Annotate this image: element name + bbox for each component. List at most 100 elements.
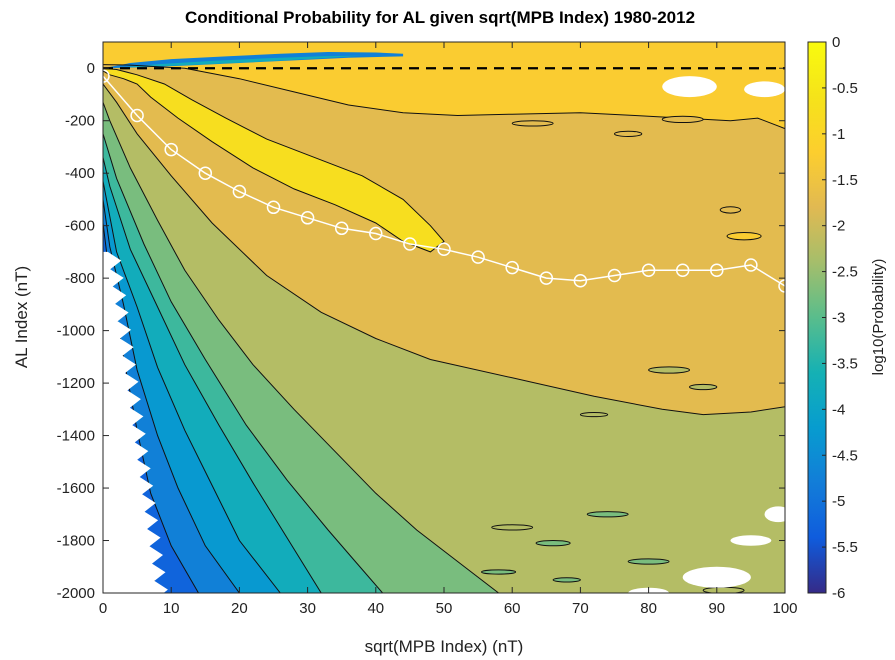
y-tick-label: -2000 — [57, 585, 95, 602]
y-tick-label: -1800 — [57, 533, 95, 550]
x-axis-label: sqrt(MPB Index) (nT) — [365, 637, 524, 656]
median-point — [369, 226, 383, 241]
contour-band — [103, 42, 785, 129]
median-series-layer — [103, 69, 785, 293]
median-point — [505, 260, 519, 275]
y-tick-label: -800 — [65, 270, 95, 287]
contour-band — [103, 68, 444, 252]
x-tick-label: 40 — [367, 600, 384, 617]
median-point — [471, 250, 485, 264]
contour-band — [116, 55, 363, 68]
no-data-gap — [103, 251, 168, 593]
contour-line — [103, 133, 383, 593]
contour-island — [586, 511, 629, 518]
contour-island — [648, 366, 691, 374]
contour-line — [103, 64, 785, 130]
y-tick-label: -1400 — [57, 428, 95, 445]
colorbar-tick-label: -1.5 — [832, 172, 858, 189]
median-line — [103, 75, 785, 287]
contour-island — [627, 558, 670, 565]
colorbar-tick-label: -5 — [832, 493, 845, 510]
contour-line — [103, 67, 445, 253]
y-tick-label: -1200 — [57, 375, 95, 392]
no-data-gap — [682, 566, 751, 588]
contour-island — [661, 115, 704, 124]
contour-island — [726, 231, 762, 241]
contour-island — [719, 206, 742, 214]
contour-line — [103, 157, 322, 593]
median-point — [103, 69, 110, 83]
x-tick-label: 10 — [163, 600, 180, 617]
no-data-gap — [764, 506, 785, 523]
contour-island — [535, 540, 571, 547]
median-point — [607, 268, 622, 283]
contour-island — [689, 383, 718, 391]
median-point — [266, 200, 281, 215]
x-tick-label: 0 — [99, 600, 107, 617]
y-axis: 0 -200 -400 -600 -800 -1000 -1200 -1400 -1600 -18… — [57, 60, 785, 602]
contour-line — [103, 102, 499, 593]
median-point — [744, 258, 758, 272]
median-point — [573, 274, 588, 288]
median-point — [164, 142, 178, 157]
x-tick-label: 70 — [572, 600, 589, 617]
x-tick-label: 90 — [708, 600, 725, 617]
x-tick-label: 50 — [436, 600, 453, 617]
colorbar-tick-label: -0.5 — [832, 80, 858, 97]
colorbar: 0 -0.5 -1 -1.5 -2 -2.5 -3 -3.5 -4 -4.5 -5 -5.5 -6 lo… — [807, 34, 887, 602]
y-axis-label: AL Index (nT) — [12, 266, 31, 368]
y-tick-label: 0 — [87, 60, 95, 77]
x-tick-label: 20 — [231, 600, 248, 617]
colorbar-tick-label: -3 — [832, 310, 845, 327]
contour-line — [103, 83, 785, 416]
x-tick-label: 60 — [504, 600, 521, 617]
contour-island — [552, 577, 581, 583]
x-tick-label: 100 — [772, 600, 797, 617]
median-point — [437, 242, 451, 257]
median-point — [130, 108, 144, 123]
y-tick-label: -400 — [65, 165, 95, 182]
y-tick-label: -1000 — [57, 323, 95, 340]
contour-island — [481, 569, 517, 575]
median-point — [198, 166, 213, 180]
contour-island — [511, 120, 554, 127]
colorbar-label: log10(Probability) — [870, 259, 887, 376]
median-point — [778, 279, 785, 293]
median-point — [675, 263, 690, 278]
colorbar-tick-label: -2.5 — [832, 264, 858, 281]
contour-band — [103, 42, 785, 415]
chart-title: Conditional Probability for AL given sqr… — [185, 8, 695, 27]
no-data-gap — [730, 535, 772, 546]
median-point — [300, 211, 315, 225]
no-data-gap — [662, 76, 717, 98]
median-point — [710, 263, 724, 278]
contour-fill-layer — [103, 42, 785, 593]
colorbar-tick-label: -6 — [832, 585, 845, 602]
no-data-gap — [744, 81, 785, 98]
colorbar-tick-label: -2 — [832, 218, 845, 235]
median-point — [403, 237, 417, 251]
contour-island — [614, 130, 643, 137]
colorbar-ticks: 0 -0.5 -1 -1.5 -2 -2.5 -3 -3.5 -4 -4.5 -5 -5.5 -6 — [822, 34, 858, 602]
median-point — [334, 221, 349, 236]
colorbar-tick-label: 0 — [832, 34, 840, 51]
y-tick-label: -200 — [65, 113, 95, 130]
x-tick-label: 30 — [299, 600, 316, 617]
y-tick-label: -600 — [65, 218, 95, 235]
x-tick-label: 80 — [640, 600, 657, 617]
colorbar-tick-label: -5.5 — [832, 539, 858, 556]
median-point — [232, 184, 247, 199]
colorbar-tick-label: -1 — [832, 126, 845, 143]
contour-island — [579, 411, 609, 418]
median-point — [539, 271, 554, 285]
colorbar-tick-label: -4 — [832, 401, 845, 418]
colorbar-tick-label: -4.5 — [832, 447, 858, 464]
y-tick-label: -1600 — [57, 480, 95, 497]
colorbar-tick-label: -3.5 — [832, 355, 858, 372]
noise-artifact-layer — [103, 76, 785, 593]
x-axis: 0 10 20 30 40 50 60 70 80 90 100 — [99, 42, 798, 617]
contour-island — [491, 524, 534, 531]
median-point — [641, 263, 656, 278]
